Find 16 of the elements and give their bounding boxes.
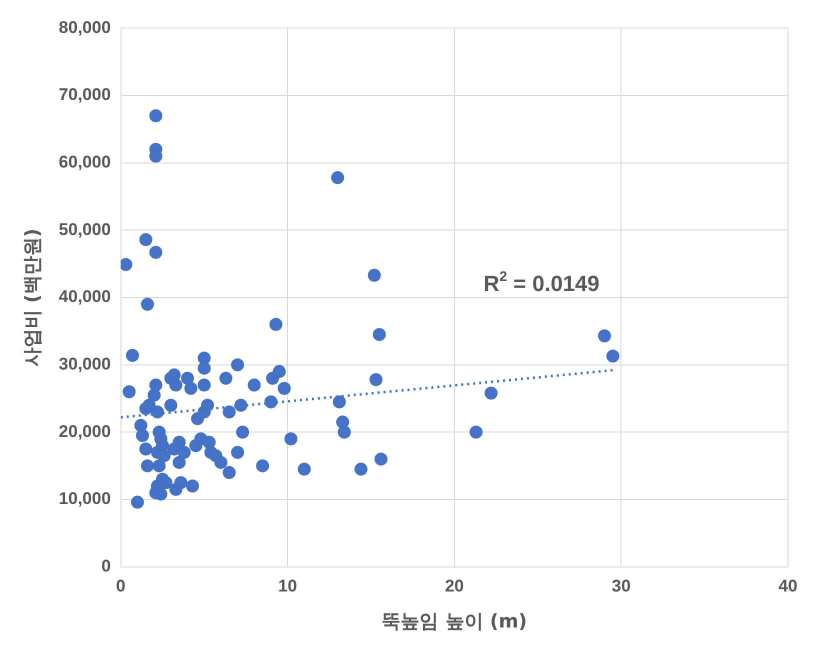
y-tick-label: 40,000 [58, 287, 111, 306]
x-tick-label: 20 [444, 576, 464, 596]
y-tick-label: 50,000 [58, 220, 111, 239]
x-tick-label: 30 [612, 576, 631, 596]
y-tick-label: 80,000 [58, 18, 111, 37]
y-tick-label: 0 [101, 556, 111, 576]
x-axis-title: 뚝높임 높이 (m) [382, 610, 528, 633]
x-tick-label: 10 [278, 576, 298, 596]
x-tick-label: 40 [778, 576, 798, 596]
y-axis-title: 사업비 (백만원) [21, 228, 44, 366]
y-tick-label: 70,000 [58, 85, 111, 104]
y-tick-label: 20,000 [58, 422, 111, 441]
x-tick-label: 0 [116, 576, 126, 596]
y-tick-label: 60,000 [58, 152, 111, 172]
y-tick-label: 30,000 [58, 354, 111, 374]
y-tick-label: 10,000 [58, 489, 111, 508]
